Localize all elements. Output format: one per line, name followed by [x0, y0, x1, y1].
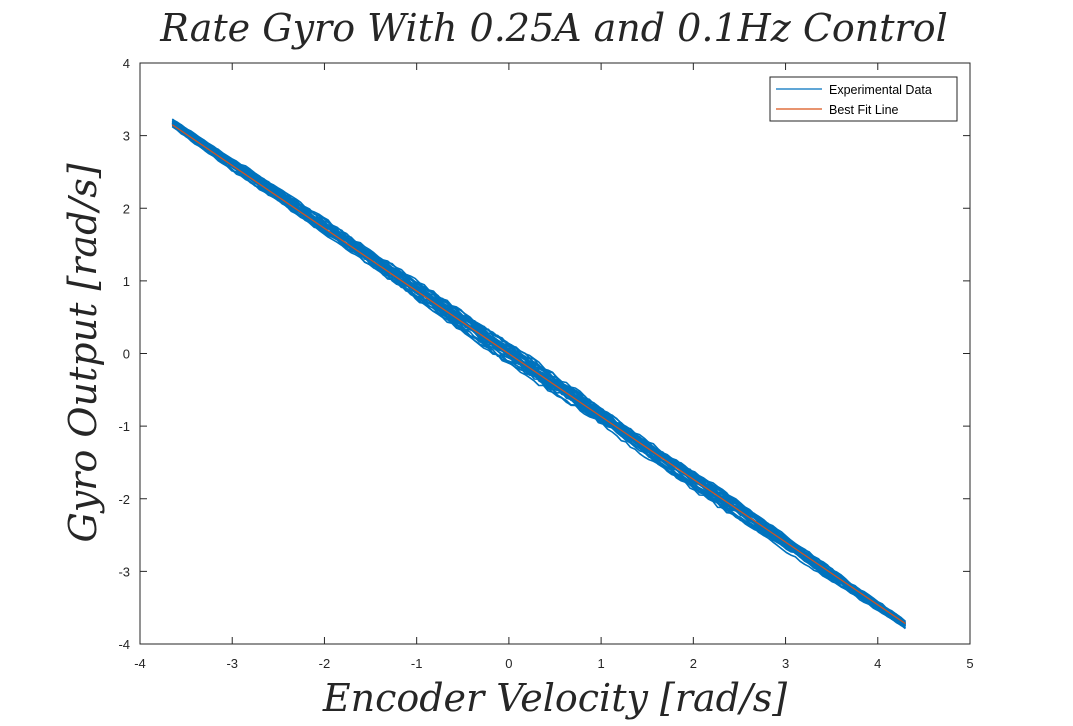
y-tick-label: 3	[123, 129, 130, 144]
y-tick-label: -3	[118, 564, 130, 579]
x-tick-label: 2	[690, 656, 697, 671]
y-tick-label: -4	[118, 637, 130, 652]
y-tick-label: 4	[123, 56, 130, 71]
x-tick-label: -2	[319, 656, 331, 671]
y-axis-ticks: -4 -3 -2 -1 0 1 2 3 4	[118, 56, 970, 652]
x-tick-label: 4	[874, 656, 881, 671]
y-axis-label: Gyro Output [rad/s]	[61, 163, 105, 542]
legend-label-experimental: Experimental Data	[829, 83, 932, 97]
x-tick-label: 3	[782, 656, 789, 671]
y-tick-label: 2	[123, 201, 130, 216]
experimental-data-trace	[171, 126, 906, 629]
experimental-data-trace	[171, 121, 906, 625]
x-tick-label: 0	[505, 656, 512, 671]
legend: Experimental Data Best Fit Line	[769, 76, 958, 122]
x-tick-label: 5	[966, 656, 973, 671]
chart-title: Rate Gyro With 0.25A and 0.1Hz Control	[159, 6, 948, 50]
y-tick-label: 0	[123, 347, 130, 362]
x-tick-label: 1	[597, 656, 604, 671]
y-tick-label: 1	[123, 274, 130, 289]
plot-area	[139, 62, 971, 645]
x-axis-label: Encoder Velocity [rad/s]	[322, 676, 787, 720]
best-fit-line	[171, 124, 906, 625]
x-tick-label: -4	[134, 656, 146, 671]
x-tick-label: -3	[226, 656, 238, 671]
experimental-data-trace	[171, 118, 906, 624]
experimental-data-trace	[171, 120, 906, 623]
y-tick-label: -2	[118, 492, 130, 507]
experimental-data-trace	[171, 121, 906, 624]
y-tick-label: -1	[118, 419, 130, 434]
x-axis-ticks: -4 -3 -2 -1 0 1 2 3 4 5	[134, 63, 974, 671]
x-tick-label: -1	[411, 656, 423, 671]
legend-box	[769, 76, 958, 122]
legend-label-best-fit: Best Fit Line	[829, 103, 899, 117]
